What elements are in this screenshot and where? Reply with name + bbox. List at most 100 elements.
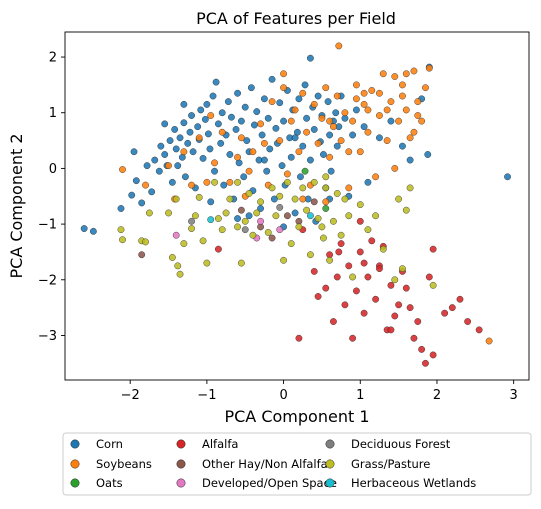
data-point: [195, 193, 203, 201]
data-point: [188, 181, 195, 189]
data-point: [165, 209, 172, 217]
data-point: [260, 139, 268, 147]
data-point: [372, 173, 380, 181]
data-point: [314, 92, 322, 100]
data-point: [429, 281, 437, 289]
data-point: [117, 205, 125, 212]
legend-item: Deciduous Forest: [325, 437, 451, 451]
data-point: [356, 217, 364, 225]
data-point: [182, 173, 189, 181]
data-point: [232, 126, 240, 133]
data-point: [402, 206, 410, 214]
data-point: [322, 173, 330, 181]
legend-marker: [70, 478, 80, 488]
legend-label: Developed/Open Space: [202, 476, 337, 490]
data-point: [155, 167, 163, 175]
data-point: [257, 198, 264, 206]
data-point: [310, 268, 318, 275]
legend-marker: [70, 459, 80, 469]
data-point: [310, 126, 318, 133]
legend-marker: [176, 439, 186, 449]
data-point: [237, 117, 245, 125]
data-point: [207, 216, 215, 224]
data-point: [257, 217, 264, 225]
data-point: [383, 106, 391, 114]
data-point: [272, 212, 280, 220]
data-point: [337, 231, 345, 239]
data-point: [429, 245, 437, 253]
data-point: [266, 145, 274, 153]
data-point: [188, 225, 195, 232]
data-point: [406, 304, 414, 312]
data-point: [241, 226, 249, 234]
data-point: [349, 117, 356, 125]
data-point: [203, 259, 211, 267]
data-point: [326, 256, 333, 264]
x-tick-label: 1: [356, 388, 364, 403]
data-point: [448, 304, 456, 312]
data-point: [251, 121, 258, 129]
data-point: [464, 318, 472, 325]
data-point: [268, 234, 276, 242]
data-point: [456, 295, 464, 303]
data-point: [303, 206, 310, 214]
legend-item: Corn: [70, 437, 123, 451]
data-point: [284, 170, 291, 178]
data-point: [345, 148, 353, 156]
data-point: [353, 95, 360, 103]
y-tick-label: 0: [49, 162, 57, 177]
data-point: [287, 117, 295, 125]
data-point: [314, 139, 322, 147]
data-point: [399, 92, 406, 100]
data-point: [235, 159, 243, 167]
data-point: [295, 148, 303, 156]
data-point: [186, 128, 194, 136]
data-point: [410, 128, 418, 136]
data-point: [322, 198, 330, 206]
legend-label: Corn: [96, 437, 123, 451]
data-point: [391, 165, 399, 172]
data-point: [318, 114, 326, 122]
y-axis-ticks: −3 −2 −1 0 1 2: [38, 51, 65, 344]
data-point: [207, 198, 215, 206]
data-point: [174, 162, 182, 170]
data-point: [191, 212, 199, 220]
data-point: [243, 137, 251, 144]
data-point: [80, 225, 88, 232]
data-point: [226, 178, 234, 186]
data-point: [168, 254, 176, 261]
data-point: [174, 262, 182, 270]
data-point: [387, 117, 395, 125]
data-point: [234, 89, 241, 97]
data-point: [349, 131, 356, 139]
legend: Corn Soybeans Oats Alfalfa Other Hay/Non Alf…: [62, 432, 532, 496]
data-point: [314, 215, 322, 222]
data-point: [278, 162, 286, 170]
data-point: [310, 198, 318, 206]
data-point: [253, 209, 261, 217]
data-point: [138, 199, 146, 207]
data-point: [272, 124, 280, 132]
legend-marker: [176, 459, 186, 469]
x-axis-label: PCA Component 1: [224, 407, 369, 426]
data-point: [89, 227, 97, 235]
data-point: [214, 245, 222, 253]
data-point: [234, 215, 241, 222]
data-point: [264, 229, 272, 236]
data-point: [320, 234, 327, 242]
data-point: [364, 106, 372, 114]
data-point: [322, 205, 330, 212]
data-point: [387, 98, 395, 106]
data-point: [207, 112, 215, 119]
data-point: [335, 42, 343, 50]
data-point: [301, 167, 309, 175]
data-point: [399, 142, 406, 150]
legend-label: Deciduous Forest: [351, 437, 451, 451]
data-point: [237, 259, 245, 267]
data-point: [330, 318, 337, 325]
data-point: [211, 167, 218, 175]
data-point: [276, 137, 284, 144]
legend-item: Herbaceous Wetlands: [325, 476, 476, 490]
data-point: [172, 231, 180, 239]
